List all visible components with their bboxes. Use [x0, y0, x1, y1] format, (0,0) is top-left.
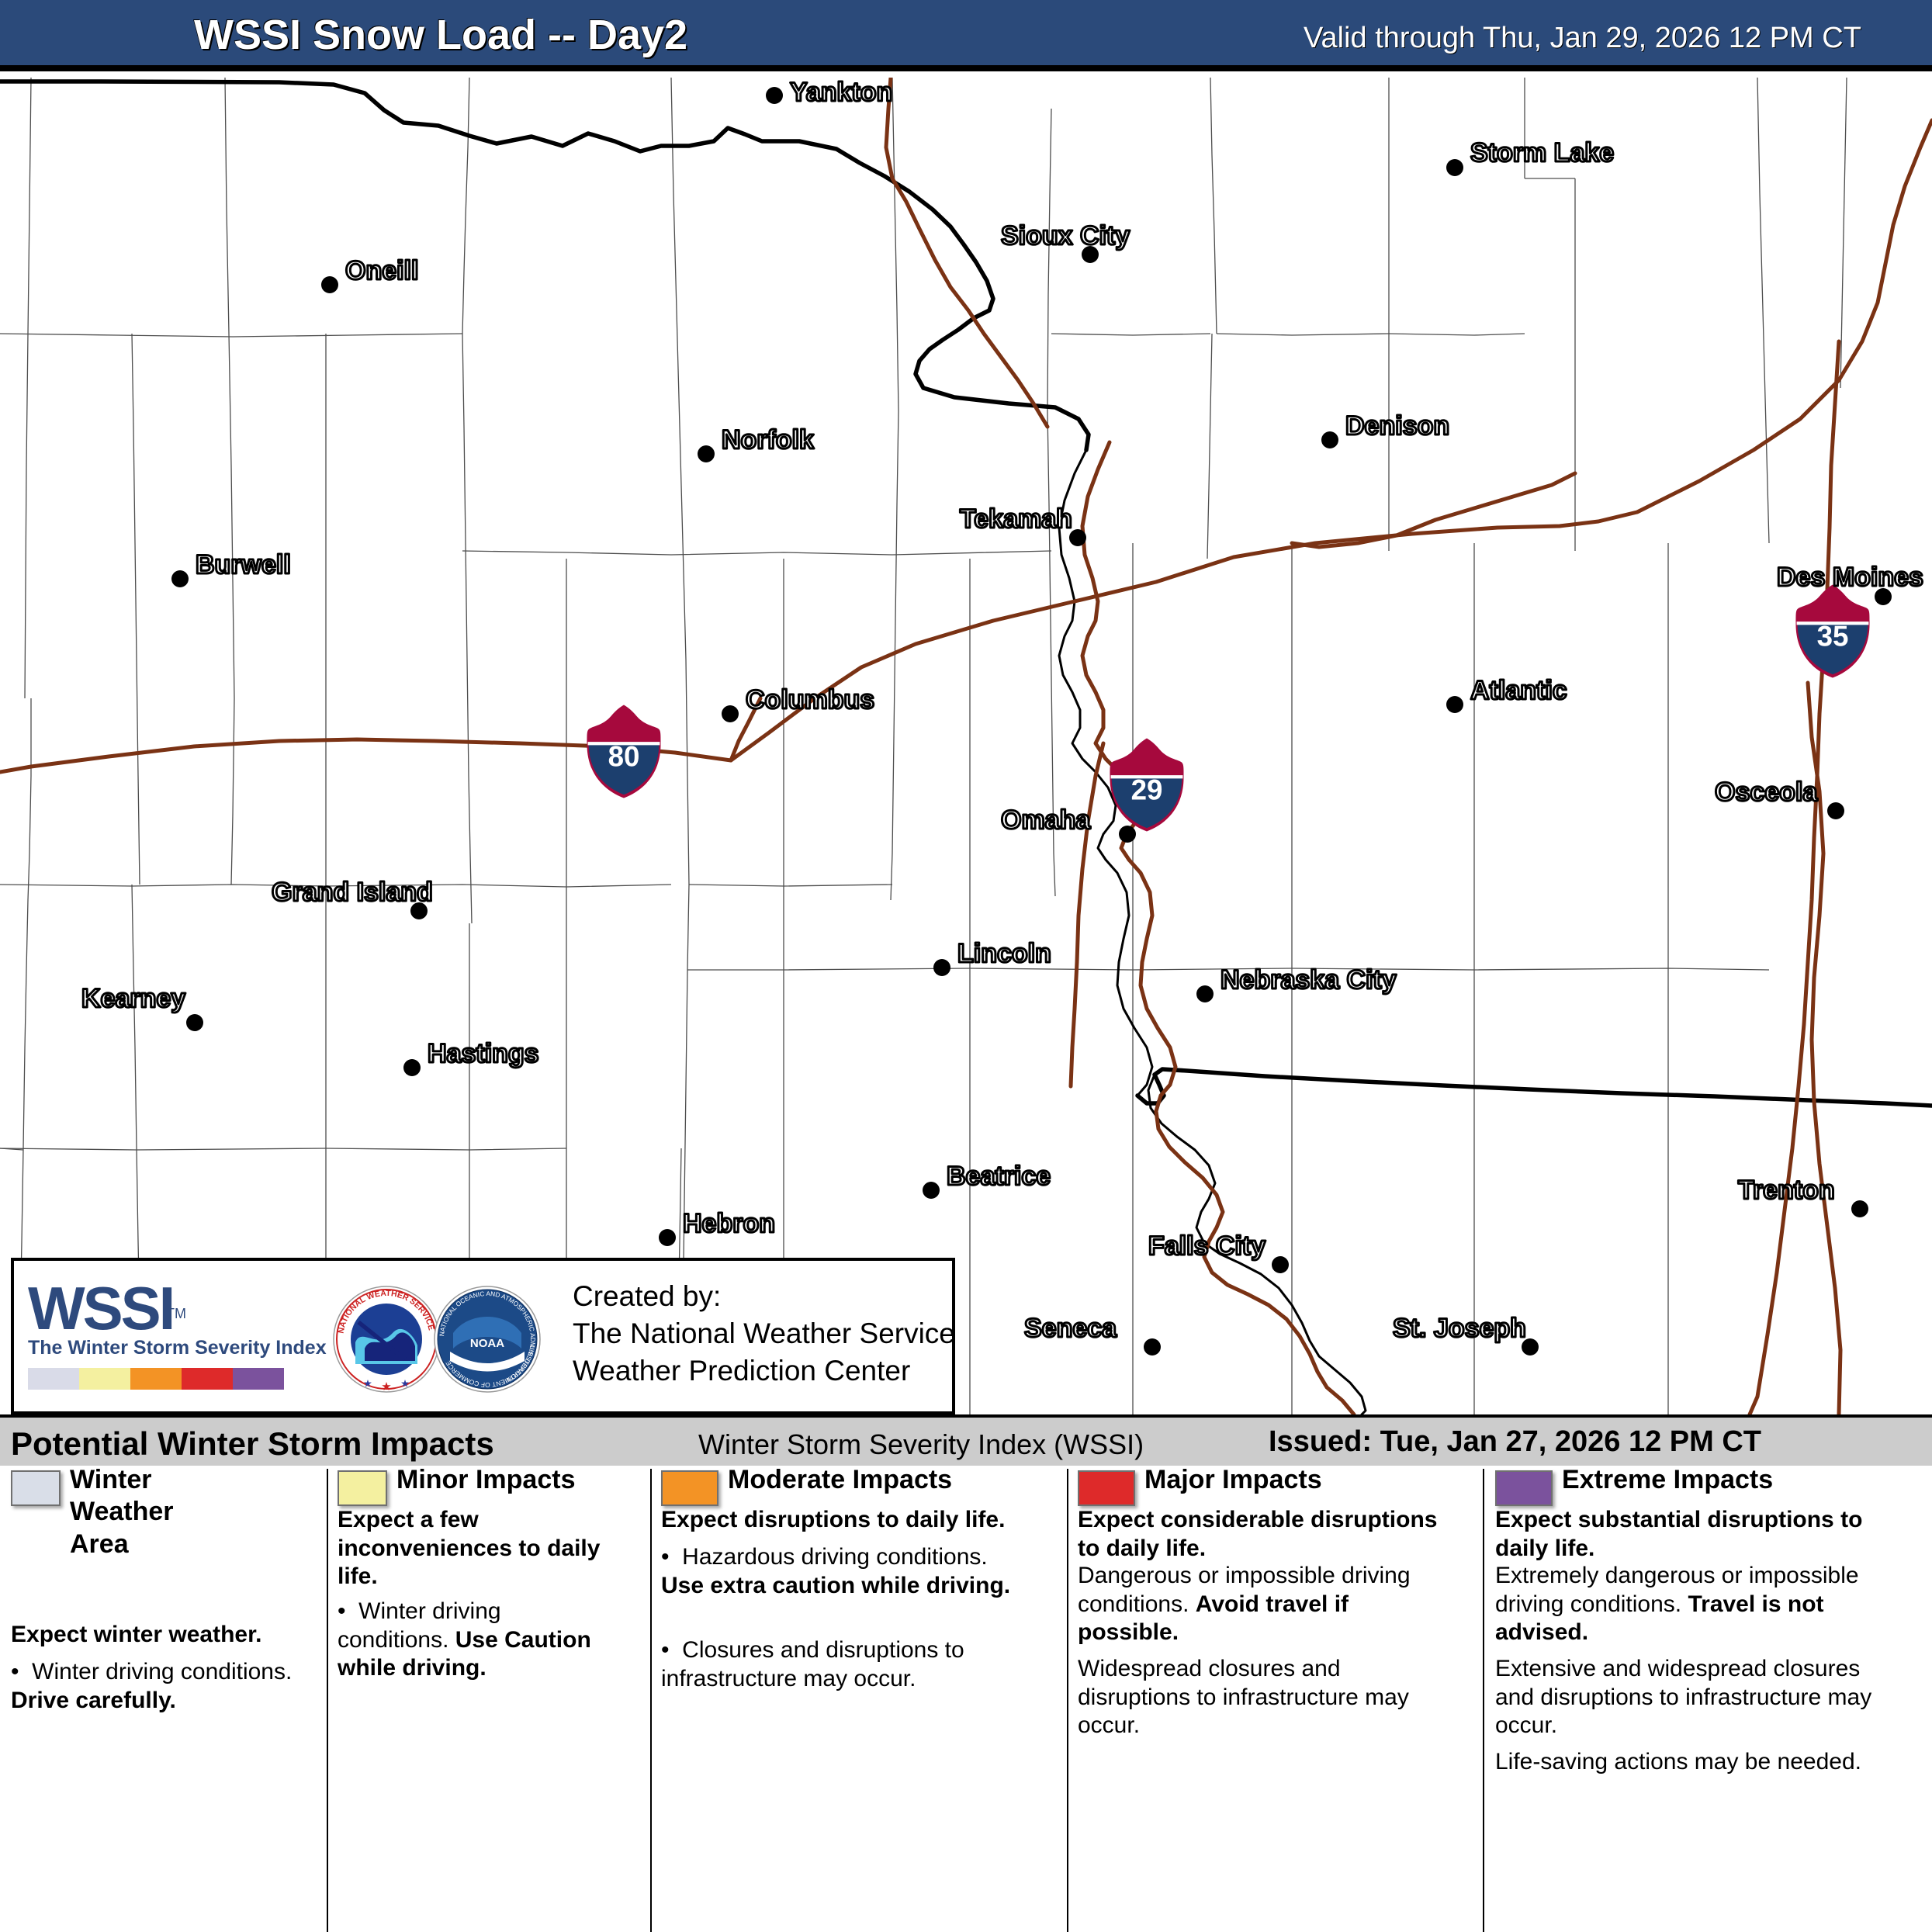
svg-text:Hastings: Hastings: [428, 1039, 539, 1068]
svg-text:29: 29: [1131, 774, 1163, 805]
svg-text:Atlantic: Atlantic: [1470, 676, 1567, 705]
svg-text:35: 35: [1817, 620, 1849, 652]
svg-text:TM: TM: [166, 1306, 186, 1321]
svg-text:Kearney: Kearney: [81, 984, 185, 1013]
svg-text:Tekamah: Tekamah: [960, 504, 1072, 534]
svg-text:Omaha: Omaha: [1001, 805, 1091, 835]
svg-text:Sioux City: Sioux City: [1001, 221, 1130, 251]
svg-text:Weather Prediction Center: Weather Prediction Center: [573, 1355, 910, 1387]
svg-text:Oneill: Oneill: [345, 256, 418, 286]
svg-text:Yankton: Yankton: [790, 78, 892, 107]
svg-text:Seneca: Seneca: [1024, 1314, 1117, 1343]
svg-text:Columbus: Columbus: [746, 685, 874, 715]
svg-text:NOAA: NOAA: [470, 1337, 504, 1350]
svg-text:Des Moines: Des Moines: [1777, 563, 1923, 592]
svg-text:The Winter Storm Severity Inde: The Winter Storm Severity Index: [28, 1337, 327, 1359]
svg-text:Lincoln: Lincoln: [957, 939, 1051, 968]
svg-text:Nebraska City: Nebraska City: [1220, 965, 1397, 995]
svg-text:Hebron: Hebron: [683, 1209, 775, 1238]
svg-text:Storm Lake: Storm Lake: [1470, 138, 1614, 168]
svg-text:80: 80: [608, 740, 640, 772]
svg-text:Denison: Denison: [1345, 411, 1449, 441]
svg-text:Beatrice: Beatrice: [947, 1162, 1051, 1191]
svg-text:WSSI: WSSI: [28, 1274, 173, 1342]
svg-text:Grand Island: Grand Island: [272, 878, 433, 907]
svg-text:Burwell: Burwell: [196, 550, 291, 580]
svg-text:Osceola: Osceola: [1715, 777, 1818, 807]
svg-text:Norfolk: Norfolk: [722, 425, 814, 455]
svg-text:Trenton: Trenton: [1738, 1175, 1835, 1205]
svg-text:St. Joseph: St. Joseph: [1393, 1314, 1526, 1343]
svg-text:Falls City: Falls City: [1148, 1231, 1265, 1261]
svg-text:The National Weather Service: The National Weather Service: [573, 1317, 955, 1349]
svg-text:Created by:: Created by:: [573, 1280, 721, 1312]
